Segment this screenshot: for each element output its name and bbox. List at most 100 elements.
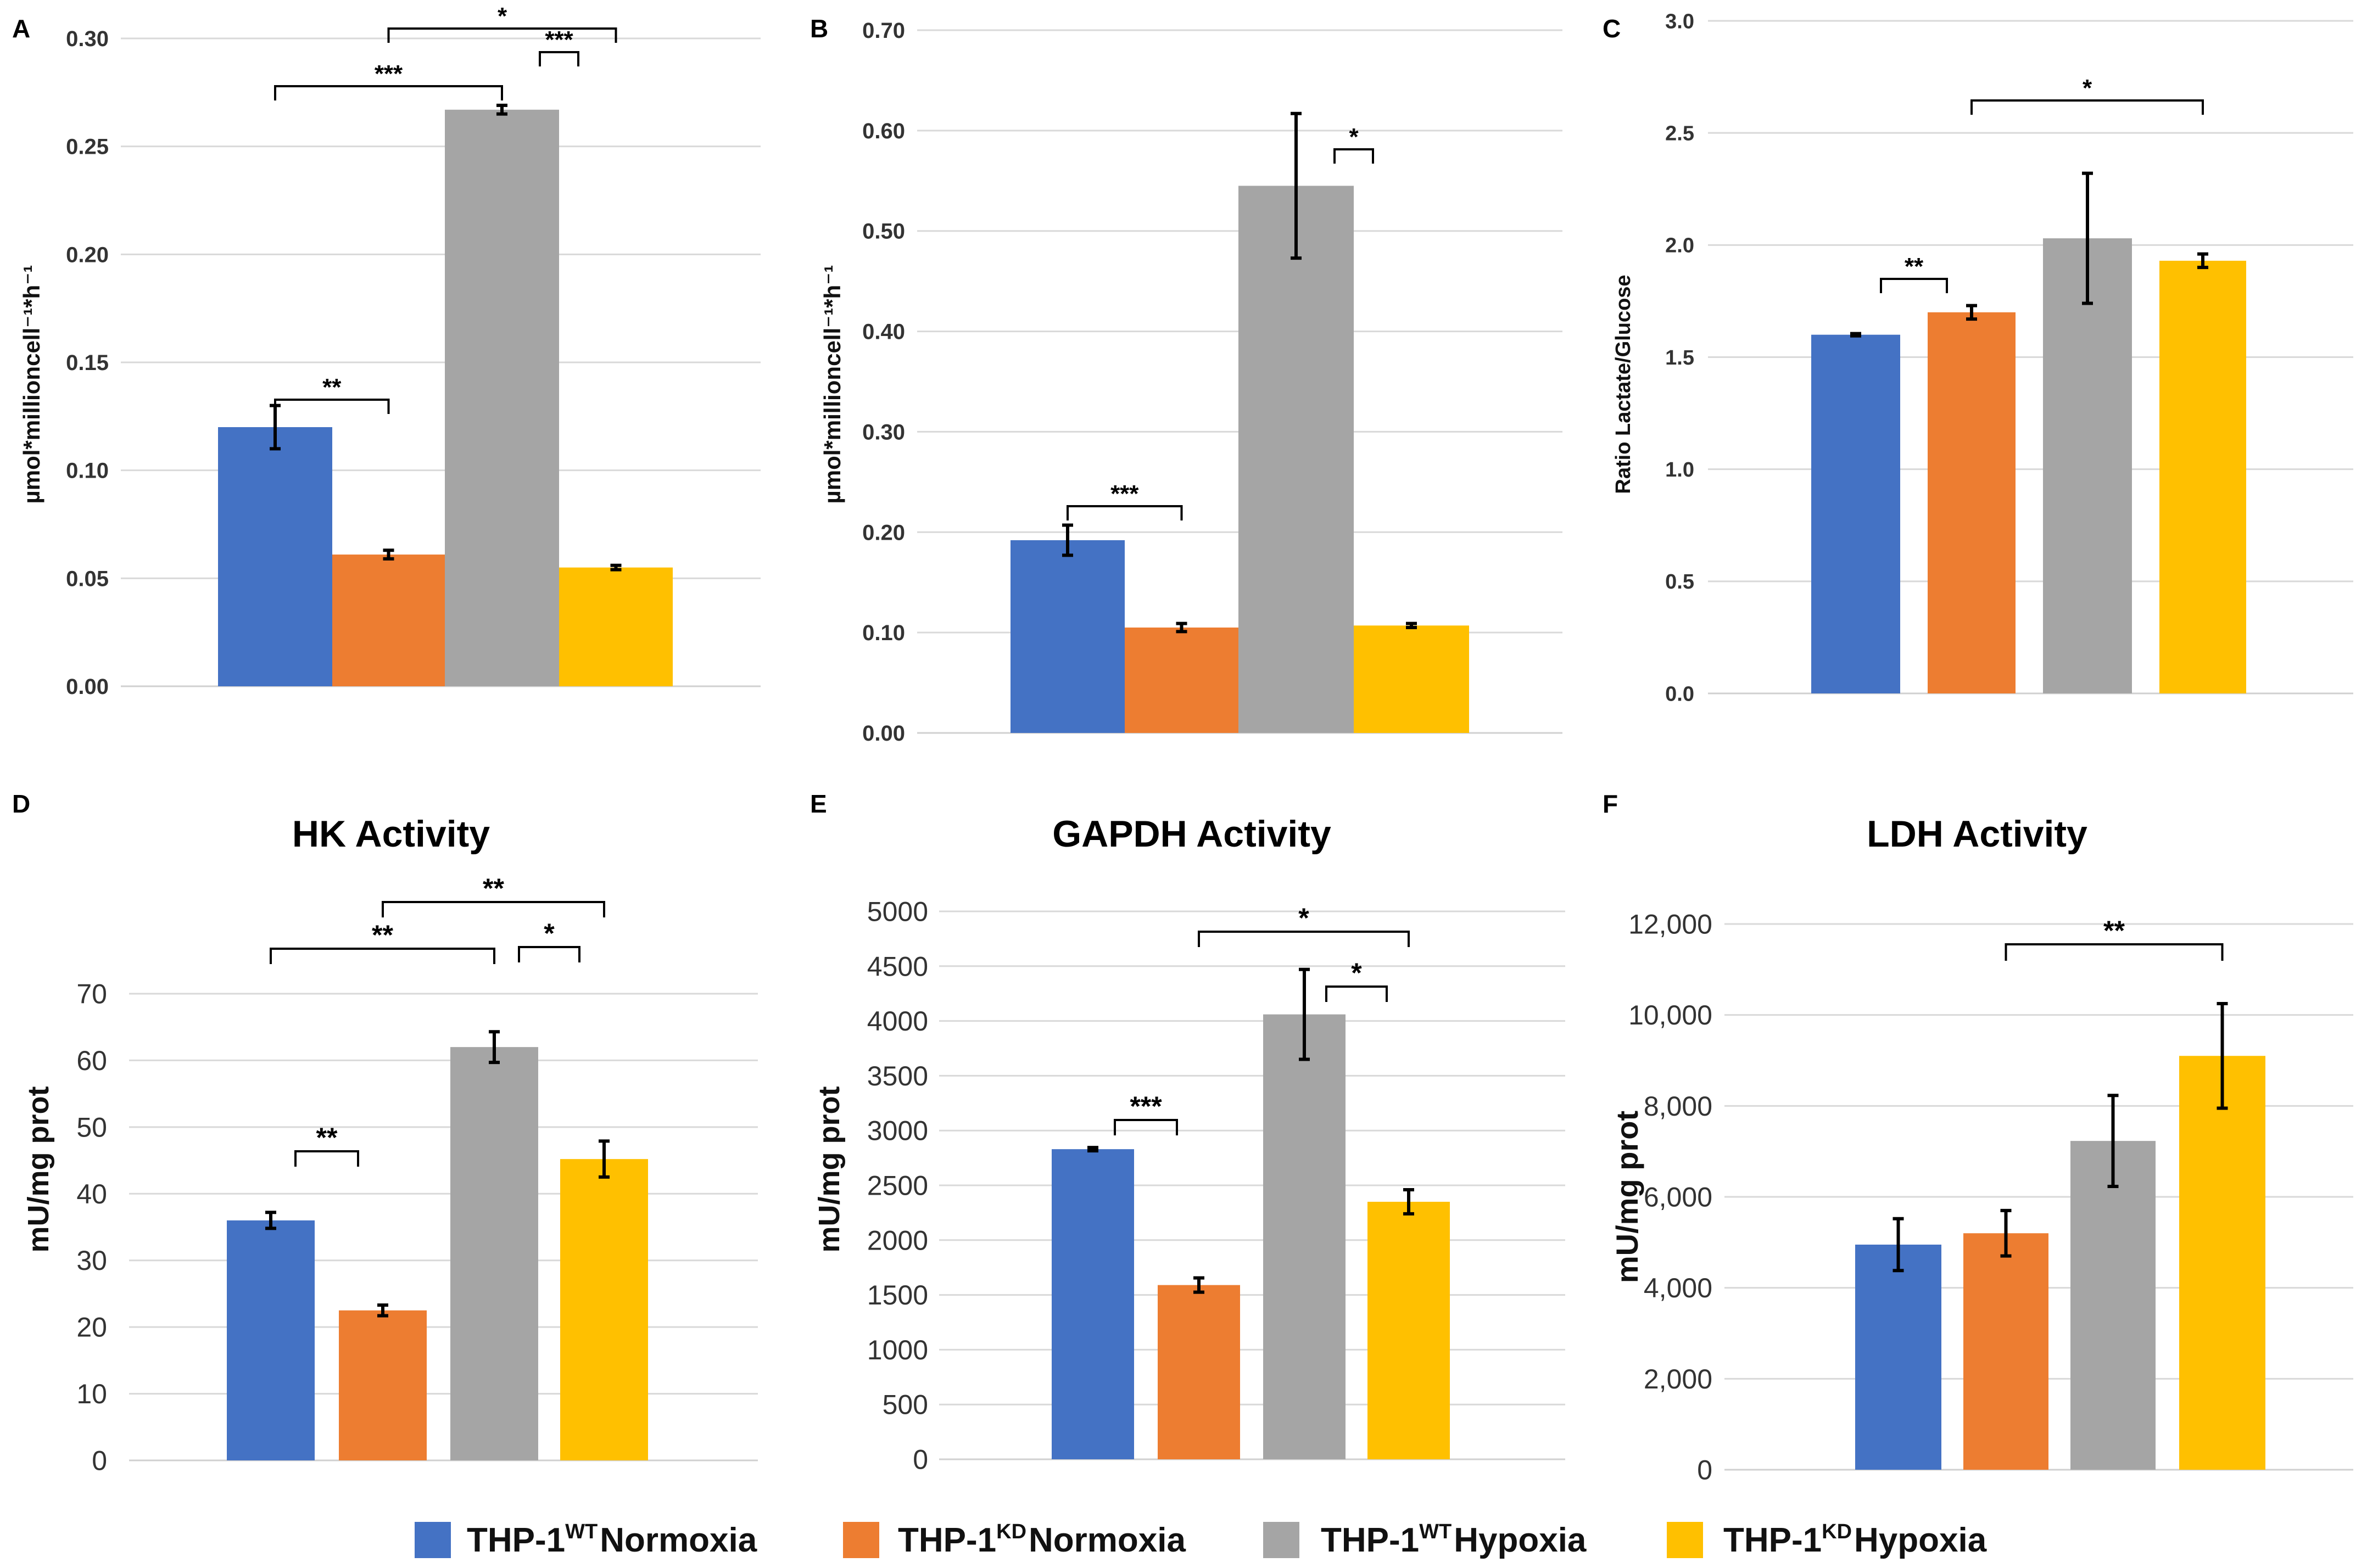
error-bar-a [383, 548, 394, 561]
legend-item-kd-hypoxia: THP-1KDHypoxia [1667, 1520, 1987, 1559]
bar-b-kd_hypoxia [1354, 625, 1469, 733]
legend-label: Normoxia [1029, 1521, 1186, 1559]
chart-title-f: LDH Activity [1867, 813, 2087, 855]
bar-a-wt_normoxia [218, 427, 332, 686]
y-tick-label-f: 8,000 [1644, 1091, 1712, 1122]
bar-f-kd_normoxia [1963, 1233, 2048, 1470]
y-tick-label-a: 0.15 [66, 351, 109, 375]
error-bar-c [1966, 304, 1977, 321]
significance-label-a: ** [322, 374, 342, 401]
panel-letter-b: B [810, 14, 828, 43]
significance-bracket-e [1114, 1119, 1178, 1135]
panel-a: A µmol*millioncell⁻¹*h⁻¹ 0.00 0.05 0.10 0.1… [12, 3, 761, 699]
significance-label-e: * [1351, 957, 1362, 988]
significance-bracket-a [539, 51, 579, 66]
legend-swatch [1263, 1522, 1299, 1558]
legend-text: THP-1WTHypoxia [1321, 1520, 1587, 1559]
y-tick-label-a: 0.00 [66, 675, 109, 699]
error-bar-f [2217, 1001, 2228, 1110]
significance-bracket-e [1198, 931, 1410, 947]
error-bar-c [1850, 332, 1861, 338]
y-tick-label-f: 12,000 [1628, 909, 1712, 940]
legend-swatch [415, 1522, 451, 1558]
panel-letter-d: D [12, 789, 30, 818]
error-bar-e [1299, 967, 1310, 1061]
panel-b: B µmol*millioncell⁻¹*h⁻¹ 0.00 0.10 0.20 0.3… [810, 14, 1562, 746]
panel-e: E GAPDH Activity mU/mg prot 0 500 1000 1500… [810, 789, 1565, 1475]
error-bar-e [1087, 1146, 1098, 1153]
y-tick-label-e: 5000 [867, 897, 928, 927]
bar-a-kd_hypoxia [559, 567, 673, 686]
legend-swatch [843, 1522, 879, 1558]
significance-label-a: * [498, 3, 507, 30]
y-tick-label-c: 2.5 [1665, 122, 1694, 145]
error-bar-d [265, 1211, 276, 1230]
y-tick-label-f: 2,000 [1644, 1364, 1712, 1395]
significance-bracket-a [274, 85, 503, 100]
significance-bracket-c [1970, 99, 2204, 115]
legend-text: THP-1WTNormoxia [467, 1520, 757, 1559]
bar-b-kd_normoxia [1125, 628, 1238, 733]
chart-title-e: GAPDH Activity [1052, 813, 1331, 855]
legend-text: THP-1KDHypoxia [1723, 1520, 1987, 1559]
significance-bracket-d [270, 948, 495, 964]
bar-e-wt_hypoxia [1263, 1014, 1346, 1459]
bar-c-kd_normoxia [1928, 312, 2016, 693]
y-axis-label-f: mU/mg prot [1610, 1111, 1644, 1283]
y-tick-label-b: 0.40 [862, 320, 905, 344]
error-bar-a [496, 103, 507, 116]
panel-d: D HK Activity mU/mg prot 0 10 20 30 40 50 60 70… [12, 789, 758, 1476]
significance-label-c: * [2083, 75, 2092, 102]
bar-b-wt_normoxia [1011, 540, 1125, 733]
chart-title-d: HK Activity [292, 813, 490, 855]
significance-bracket-d [518, 946, 580, 962]
significance-bracket-c [1880, 278, 1948, 293]
y-tick-label-e: 4500 [867, 951, 928, 982]
bar-e-kd_normoxia [1158, 1285, 1240, 1459]
significance-label-f: ** [2103, 915, 2125, 946]
y-tick-label-b: 0.30 [862, 420, 905, 444]
significance-bracket-d [294, 1150, 359, 1167]
y-tick-label-e: 2500 [867, 1171, 928, 1201]
legend-sup: WT [1419, 1520, 1452, 1543]
legend-label: Hypoxia [1454, 1521, 1587, 1559]
y-tick-label-a: 0.20 [66, 243, 109, 267]
y-tick-label-a: 0.10 [66, 459, 109, 483]
significance-label-d: ** [372, 920, 393, 950]
error-bar-f [2000, 1208, 2012, 1258]
error-bar-d [599, 1139, 610, 1179]
y-tick-label-d: 10 [76, 1379, 107, 1409]
y-axis-label-c: Ratio Lactate/Glucose [1612, 275, 1635, 494]
panel-f: F LDH Activity mU/mg prot 0 2,000 4,000 6,0… [1603, 789, 2353, 1486]
y-axis-label-e: mU/mg prot [813, 1086, 846, 1252]
bar-c-kd_hypoxia [2159, 260, 2246, 694]
legend: THP-1WTNormoxia THP-1KDNormoxia THP-1WTH… [415, 1520, 1987, 1559]
error-bar-e [1193, 1276, 1204, 1294]
significance-bracket-a [387, 27, 617, 43]
legend-sup: WT [565, 1520, 598, 1543]
bar-f-wt_hypoxia [2070, 1141, 2156, 1470]
panel-letter-c: C [1603, 14, 1621, 43]
significance-label-a: *** [545, 26, 573, 53]
error-bar-f [2107, 1094, 2119, 1188]
panel-letter-a: A [12, 14, 30, 43]
bar-e-wt_normoxia [1052, 1149, 1134, 1459]
bar-d-kd_normoxia [339, 1310, 427, 1460]
significance-bracket-b [1067, 505, 1183, 520]
legend-item-wt-hypoxia: THP-1WTHypoxia [1263, 1520, 1587, 1559]
legend-sup: KD [996, 1520, 1026, 1543]
y-tick-label-f: 10,000 [1628, 1000, 1712, 1031]
y-tick-label-a: 0.05 [66, 567, 109, 591]
error-bar-c [2082, 171, 2093, 305]
plot-area-c: 0.00.51.01.52.02.53.0*** [1665, 10, 2353, 705]
legend-swatch [1667, 1522, 1703, 1558]
y-tick-label-e: 2000 [867, 1225, 928, 1256]
bar-f-wt_normoxia [1855, 1244, 1941, 1470]
y-tick-label-f: 4,000 [1644, 1273, 1712, 1303]
y-tick-label-c: 0.0 [1665, 682, 1694, 705]
y-tick-label-d: 60 [76, 1045, 107, 1076]
y-tick-label-e: 1500 [867, 1280, 928, 1311]
error-bar-e [1403, 1188, 1414, 1216]
error-bar-b [1406, 621, 1417, 629]
